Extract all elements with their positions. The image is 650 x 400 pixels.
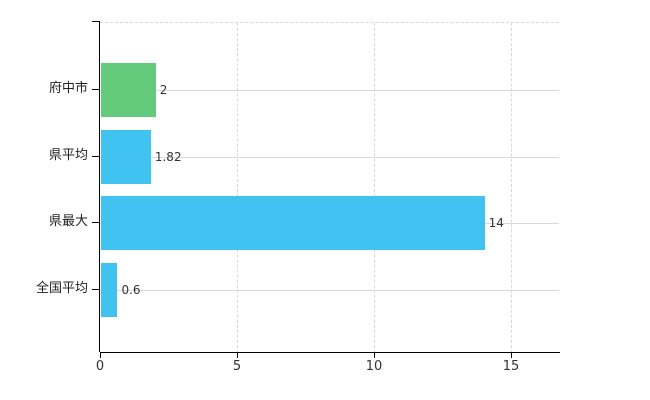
category-label: 県平均 xyxy=(48,147,88,163)
y-axis-tick xyxy=(92,222,100,223)
grid-line-vertical xyxy=(374,23,375,353)
y-axis-tick xyxy=(92,155,100,157)
x-axis-tick xyxy=(100,352,101,358)
x-tick-label: 10 xyxy=(365,359,383,374)
value-label: 0.6 xyxy=(121,282,141,297)
bar xyxy=(101,196,485,250)
bar xyxy=(101,63,156,117)
x-tick-label: 15 xyxy=(502,359,520,374)
x-axis-tick xyxy=(374,352,375,358)
value-label: 14 xyxy=(488,216,504,230)
value-label: 1.82 xyxy=(154,149,182,164)
x-tick-label: 5 xyxy=(232,359,242,374)
category-label: 全国平均 xyxy=(35,280,88,296)
y-axis-top-tick xyxy=(92,21,100,22)
grid-line-vertical xyxy=(511,23,512,353)
grid-line-horizontal xyxy=(100,289,559,291)
y-axis-tick xyxy=(92,89,100,90)
category-label: 県最大 xyxy=(48,214,88,230)
value-label: 2 xyxy=(159,83,168,97)
grid-line-horizontal xyxy=(100,156,559,158)
bar xyxy=(101,262,118,317)
x-axis-line xyxy=(100,351,560,353)
y-axis-line xyxy=(98,21,100,352)
category-label: 府中市 xyxy=(48,81,88,97)
x-tick-label: 0 xyxy=(95,359,105,374)
plot-area: 2 1.82 14 0.6 xyxy=(100,22,559,353)
y-axis-tick xyxy=(92,288,100,290)
grid-line-vertical xyxy=(237,23,238,353)
grid-line-horizontal xyxy=(100,90,559,91)
x-axis-tick xyxy=(511,352,512,358)
bar xyxy=(101,129,151,184)
x-axis-tick xyxy=(237,352,238,358)
